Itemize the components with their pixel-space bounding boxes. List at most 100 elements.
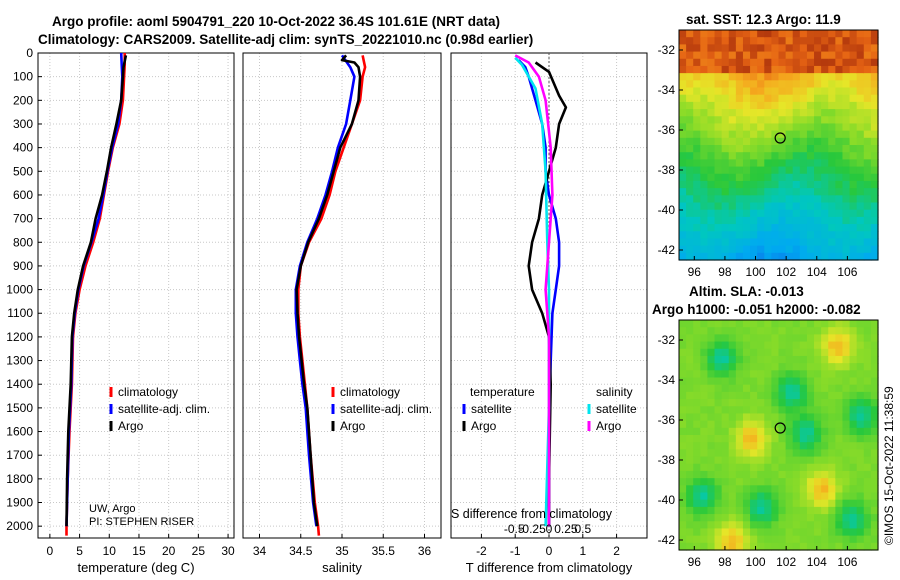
sst-map-lat-label: -36 <box>658 123 676 137</box>
x-tick-label: 36 <box>418 544 432 558</box>
pi-annotation-line1: UW, Argo <box>89 503 135 515</box>
x-axis-label-salinity: salinity <box>322 560 362 575</box>
x-tick-label: 34.5 <box>289 544 313 558</box>
legend-label: satellite-adj. clim. <box>340 402 432 416</box>
series-line-argo <box>295 54 362 527</box>
sla-map-lon-label: 96 <box>688 555 702 569</box>
legend-title-salinity: salinity <box>596 385 633 399</box>
sst-map-lat-label: -40 <box>658 203 676 217</box>
sla-map-lat-label: -42 <box>658 533 676 547</box>
y-tick-label: 100 <box>13 70 33 84</box>
sst-map-cells <box>679 30 879 261</box>
sla-map-lon-label: 98 <box>718 555 732 569</box>
x-tick-label: 30 <box>221 544 235 558</box>
sst-map-lon-label: 106 <box>837 265 857 279</box>
x-axis-label-s-difference: S difference from climatology <box>451 507 613 521</box>
figure-title-line2: Climatology: CARS2009. Satellite-adj cli… <box>38 32 534 47</box>
pi-annotation-line2: PI: STEPHEN RISER <box>89 516 194 528</box>
x-tick-label: 15 <box>132 544 146 558</box>
sst-map-lat-label: -32 <box>658 43 676 57</box>
legend-label: Argo <box>118 419 144 433</box>
x-tick-label: -2 <box>476 544 487 558</box>
y-tick-label: 1300 <box>6 354 33 368</box>
y-tick-label: 1100 <box>7 306 33 320</box>
x-tick-label: 35.5 <box>372 544 396 558</box>
y-tick-label: 200 <box>13 93 33 107</box>
x-tick-label: 1 <box>579 544 586 558</box>
legend-label: satellite <box>471 402 512 416</box>
series-line-argo <box>65 55 128 527</box>
sla-map-cells <box>679 320 879 551</box>
sla-map-title1: Altim. SLA: -0.013 <box>689 284 804 299</box>
sla-map-lon-label: 106 <box>837 555 857 569</box>
sst-map-lon-label: 100 <box>746 265 766 279</box>
sla-map-lon-label: 100 <box>746 555 766 569</box>
legend-label: climatology <box>340 385 400 399</box>
sla-map-lat-label: -36 <box>658 413 676 427</box>
sla-map-argo-position-marker <box>774 422 786 434</box>
x-tick-label: -1 <box>510 544 521 558</box>
legend-label: satellite-adj. clim. <box>118 402 210 416</box>
x-tick-label: 10 <box>103 544 117 558</box>
x-tick-label: 0 <box>546 544 553 558</box>
sla-map-lon-label: 104 <box>807 555 827 569</box>
y-tick-label: 800 <box>13 235 33 249</box>
sla-map-lat-label: -32 <box>658 333 676 347</box>
panel-bg-temperature <box>38 53 234 538</box>
x-tick-label: 20 <box>162 544 176 558</box>
sla-map-lat-label: -40 <box>658 493 676 507</box>
sla-map-lat-label: -34 <box>658 373 676 387</box>
legend-label: Argo <box>596 419 622 433</box>
y-tick-label: 300 <box>13 117 33 131</box>
sst-map-frame <box>678 29 879 261</box>
series-line-salinity-argo <box>514 54 554 527</box>
sst-map-lon-label: 104 <box>807 265 827 279</box>
x-tick-label: 0 <box>47 544 54 558</box>
sst-map-lon-label: 98 <box>718 265 732 279</box>
x-tick-label-s: -0.25 <box>518 522 546 536</box>
panel-frame-temperature <box>37 52 235 539</box>
x-tick-label-s: -0.5 <box>504 522 525 536</box>
y-tick-label: 0 <box>26 46 33 60</box>
x-tick-label-s: 0 <box>546 522 553 536</box>
sst-map-argo-position-marker <box>774 132 786 144</box>
x-tick-label: 2 <box>613 544 620 558</box>
y-tick-label: 400 <box>13 141 33 155</box>
sla-map-lon-label: 102 <box>776 555 796 569</box>
figure-title-line1: Argo profile: aoml 5904791_220 10-Oct-20… <box>52 14 500 29</box>
y-tick-label: 1700 <box>6 448 33 462</box>
y-tick-label: 2000 <box>6 519 33 533</box>
y-tick-label: 700 <box>13 212 33 226</box>
legend-label: satellite <box>596 402 637 416</box>
y-tick-label: 600 <box>13 188 33 202</box>
sst-map-lat-label: -42 <box>658 243 676 257</box>
y-tick-label: 1400 <box>6 377 33 391</box>
y-tick-label: 900 <box>13 259 33 273</box>
sla-map-lat-label: -38 <box>658 453 676 467</box>
y-tick-label: 1000 <box>6 283 33 297</box>
sla-map-frame <box>678 319 879 551</box>
x-axis-label-temperature: temperature (deg C) <box>77 560 194 575</box>
sst-map-lon-label: 96 <box>688 265 702 279</box>
legend-label: climatology <box>118 385 178 399</box>
x-tick-label: 35 <box>335 544 349 558</box>
y-tick-label: 1900 <box>6 496 33 510</box>
y-tick-label: 1200 <box>6 330 33 344</box>
sst-map-lat-label: -38 <box>658 163 676 177</box>
y-tick-label: 1500 <box>6 401 33 415</box>
y-tick-label: 1600 <box>6 425 33 439</box>
y-tick-label: 1800 <box>6 472 33 486</box>
sla-map-title2: Argo h1000: -0.051 h2000: -0.082 <box>652 302 861 317</box>
y-tick-label: 500 <box>13 164 33 178</box>
legend-title-temperature: temperature <box>470 385 535 399</box>
x-tick-label-s: 0.5 <box>574 522 591 536</box>
x-tick-label: 5 <box>76 544 83 558</box>
sst-map-title: sat. SST: 12.3 Argo: 11.9 <box>686 12 841 27</box>
legend-label: Argo <box>340 419 366 433</box>
imos-watermark: ©IMOS 15-Oct-2022 11:38:59 <box>882 386 896 545</box>
x-tick-label: 25 <box>192 544 206 558</box>
x-tick-label: 34 <box>253 544 267 558</box>
sst-map-lat-label: -34 <box>658 83 676 97</box>
